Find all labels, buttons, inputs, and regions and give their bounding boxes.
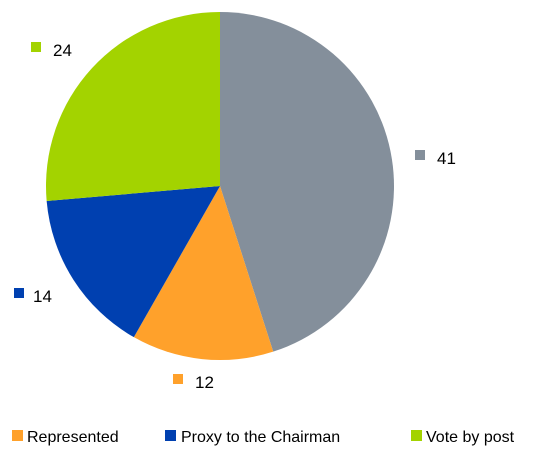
data-label-marker — [173, 374, 183, 384]
pie-slices — [45, 12, 395, 360]
pie-slice-proxy-to-the-chairman — [46, 186, 220, 338]
data-label: 12 — [173, 373, 214, 392]
pie-slice-represented — [133, 186, 274, 360]
legend-marker — [165, 430, 176, 441]
legend-label: Proxy to the Chairman — [181, 429, 340, 446]
legend-item-proxy-to-the-chairman: Proxy to the Chairman — [165, 429, 340, 446]
data-label-marker — [14, 288, 24, 298]
legend-label: Vote by post — [426, 429, 515, 446]
data-label-marker — [415, 150, 425, 160]
legend-marker — [411, 430, 422, 441]
data-label-text: 12 — [195, 373, 214, 392]
data-label-text: 24 — [53, 41, 72, 60]
data-label: 41 — [415, 149, 456, 168]
data-label: 14 — [14, 287, 52, 306]
pie-slice-vote-by-post — [45, 12, 220, 201]
pie-slice-value-41 — [220, 12, 395, 352]
data-labels: 41 12 14 24 — [14, 41, 456, 392]
data-label-text: 14 — [33, 287, 52, 306]
legend-item-represented: Represented — [12, 429, 119, 446]
legend-label: Represented — [27, 429, 119, 446]
legend-marker — [12, 430, 23, 441]
data-label-marker — [31, 42, 41, 52]
legend: Represented Proxy to the Chairman Vote by … — [12, 429, 515, 446]
data-label: 24 — [31, 41, 72, 60]
legend-item-vote-by-post: Vote by post — [411, 429, 515, 446]
data-label-text: 41 — [437, 149, 456, 168]
